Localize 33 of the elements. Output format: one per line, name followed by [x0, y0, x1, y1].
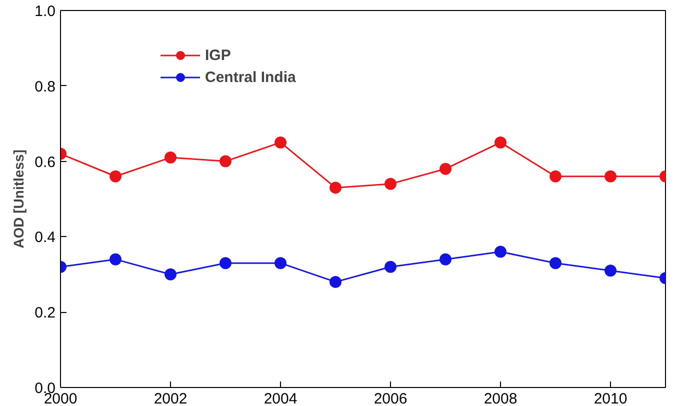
point	[604, 264, 616, 277]
point	[494, 246, 506, 258]
point	[494, 136, 506, 148]
x-tick-label: 2004	[264, 390, 298, 406]
y-tick-label: 0.4	[34, 229, 56, 246]
y-tick-label: 0.8	[34, 78, 56, 96]
point	[220, 155, 232, 168]
point	[164, 268, 176, 280]
y-tick-label: 0.6	[34, 154, 56, 171]
point	[550, 257, 562, 270]
point	[604, 170, 616, 182]
point	[220, 257, 232, 270]
point	[550, 170, 562, 182]
legend-label: Central India	[205, 68, 296, 86]
point	[110, 253, 122, 266]
point	[440, 253, 452, 266]
point	[274, 257, 286, 270]
point	[384, 260, 396, 273]
point	[384, 178, 396, 190]
x-tick-label: 2002	[154, 390, 188, 406]
x-tick-label: 2008	[484, 390, 518, 406]
point	[110, 170, 122, 182]
y-tick-label: 0.2	[34, 304, 56, 322]
legend-label: IGP	[205, 46, 231, 64]
point	[330, 276, 342, 288]
point	[440, 162, 452, 175]
y-tick-label: 1.0	[34, 3, 56, 20]
y-axis-title: AOD [Unitless]	[10, 150, 27, 248]
x-tick-label: 2010	[594, 390, 628, 406]
x-tick-label: 2006	[374, 390, 408, 406]
point	[330, 182, 342, 194]
point	[164, 152, 176, 164]
point	[274, 136, 286, 148]
